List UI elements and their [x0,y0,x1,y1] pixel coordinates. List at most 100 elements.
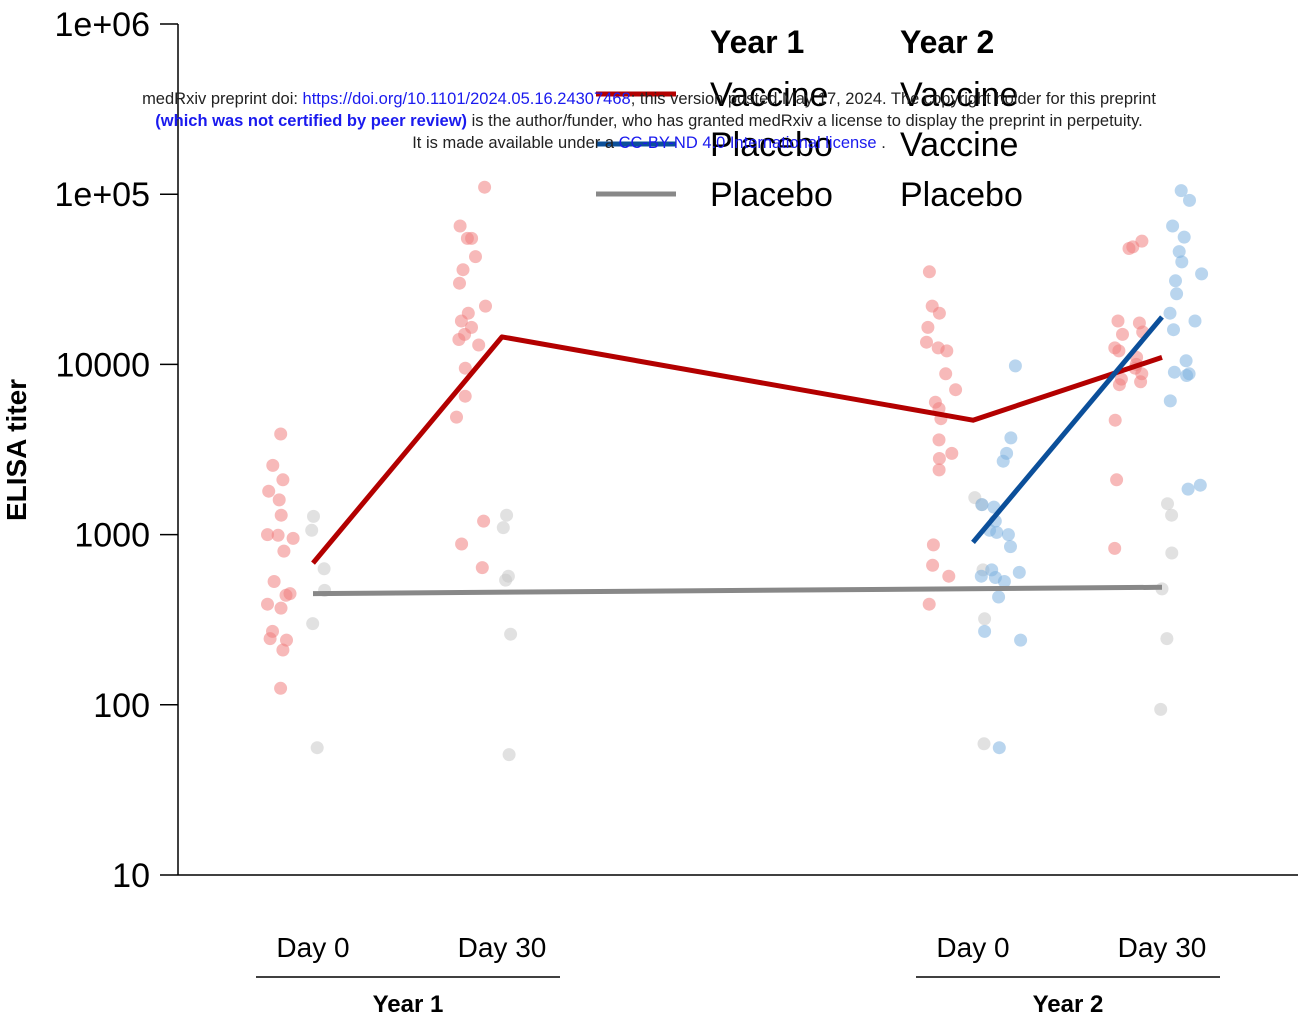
data-point-placebo [504,627,518,641]
data-point-vaccine2 [1177,230,1191,244]
data-point-vaccine2 [1167,365,1181,379]
data-point-vaccine2 [1183,193,1196,207]
mean-line-plc-vac [971,315,1164,545]
y-tick-label: 10 [112,857,150,895]
data-point-vaccine [458,361,472,375]
data-point-vaccine2 [1172,245,1186,259]
data-point-vaccine2 [1014,633,1028,647]
preprint-banner-line1: medRxiv preprint doi: https://doi.org/10… [0,88,1298,110]
data-point-vaccine [469,250,482,264]
data-point-vaccine [280,633,293,647]
data-point-vaccine [922,597,936,611]
data-point-vaccine [1108,541,1122,555]
data-point-placebo [496,521,510,535]
y-tick-label: 10000 [55,346,150,384]
data-point-placebo [978,612,992,626]
data-point-vaccine2 [992,590,1006,604]
data-point-vaccine [940,344,954,358]
data-point-vaccine2 [996,454,1010,468]
data-point-vaccine [453,219,467,233]
data-point-vaccine2 [1166,219,1180,233]
data-point-vaccine2 [1193,478,1207,492]
data-point-vaccine2 [1170,287,1184,301]
data-point-vaccine [453,276,466,290]
data-point-vaccine [1134,375,1148,389]
data-point-vaccine [1122,242,1136,255]
banner-not-certified: (which was not certified by peer review) [155,112,468,130]
data-point-vaccine2 [1174,184,1188,198]
data-point-vaccine [932,463,946,477]
mean-line-plc-plc [312,584,1163,597]
data-point-vaccine [1116,327,1129,341]
data-point-vaccine [465,231,479,245]
banner-license-link[interactable]: CC-BY-ND 4.0 International license [618,134,877,152]
data-point-vaccine [267,575,281,588]
data-point-vaccine2 [997,575,1011,588]
data-point-vaccine [475,561,489,575]
data-point-placebo [1154,702,1168,716]
data-point-vaccine [274,601,288,615]
data-point-vaccine [279,588,293,602]
data-point-vaccine2 [1179,354,1193,368]
data-point-vaccine2 [1169,274,1182,288]
banner-doi-link[interactable]: https://doi.org/10.1101/2024.05.16.24307… [302,90,631,108]
data-point-vaccine2 [990,525,1004,539]
data-point-placebo [977,737,991,751]
y-tick-label: 1e+06 [55,6,151,44]
banner-available-text: It is made available under a [412,134,619,152]
legend-entry-year2: Placebo [900,176,1023,214]
data-point-vaccine [1112,344,1126,358]
data-point-vaccine [921,320,935,334]
data-point-vaccine [263,632,277,646]
data-point-placebo [306,617,320,631]
data-point-vaccine2 [974,569,988,583]
legend-entry-year2: Vaccine [900,76,1018,114]
data-point-vaccine [456,263,470,277]
data-point-vaccine2 [1195,267,1209,281]
banner-end-text: . [876,134,886,152]
data-point-vaccine [277,544,291,558]
data-point-vaccine2 [1180,369,1194,382]
data-point-vaccine [926,538,940,552]
data-point-vaccine2 [1188,314,1202,328]
x-tick-label: Day 30 [1118,932,1207,963]
data-point-vaccine [274,427,288,441]
data-point-vaccine2 [975,498,989,512]
data-point-vaccine2 [1004,540,1017,554]
data-point-vaccine2 [1008,359,1022,373]
preprint-banner-line2: (which was not certified by peer review)… [0,110,1298,132]
x-ticks-layer: Day 0 Day 30 Year 1 Day 0 Day 30 Year 2 [276,932,1206,1018]
group-label: Year 2 [1033,991,1104,1018]
banner-posted-text: ; this version posted May 17, 2024. The … [630,90,1156,108]
banner-license-text: is the author/funder, who has granted me… [467,112,1143,130]
data-point-vaccine2 [1181,482,1195,496]
data-point-placebo [317,562,331,576]
data-point-placebo [305,523,319,537]
data-point-placebo [1160,632,1174,646]
y-tick-label: 100 [93,687,150,725]
data-point-vaccine [939,367,953,381]
data-point-vaccine [926,558,940,572]
group-label: Year 1 [373,991,444,1018]
x-tick-label: Day 0 [276,932,349,963]
data-point-vaccine2 [1001,528,1015,542]
data-points-layer [261,180,1209,762]
data-point-vaccine [454,314,468,328]
data-point-vaccine [274,508,288,522]
data-point-placebo [502,748,516,762]
data-point-placebo [1165,546,1179,560]
data-point-vaccine [942,569,956,583]
data-point-vaccine [1111,314,1125,328]
data-point-placebo [1165,508,1179,522]
data-point-vaccine [455,537,469,551]
preprint-banner-line3: It is made available under a CC-BY-ND 4.… [0,132,1298,154]
legend-entry-year1: Placebo [710,176,833,214]
banner-doi-prefix: medRxiv preprint doi: [142,90,303,108]
data-point-vaccine [479,299,492,313]
data-point-vaccine [932,452,946,465]
data-point-vaccine2 [1163,394,1177,408]
legend-entry-year2: Vaccine [900,126,1018,164]
y-axis-label: ELISA titer [1,379,32,521]
mean-line-vac-vac [311,334,1163,565]
